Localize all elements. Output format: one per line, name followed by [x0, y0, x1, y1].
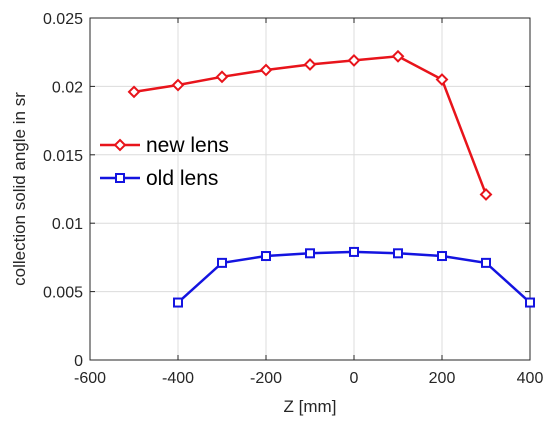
- legend-marker-old-lens: [115, 173, 125, 183]
- axes-box: [89, 17, 531, 361]
- new-lens-point: [347, 53, 361, 67]
- x-tick-label: -200: [250, 370, 282, 387]
- new-lens-point: [391, 49, 405, 63]
- new-lens-point: [127, 85, 141, 99]
- x-tick-label: -600: [74, 370, 106, 387]
- x-axis-label: Z [mm]: [284, 397, 337, 416]
- new-lens-point: [303, 58, 317, 71]
- old-lens-point: [305, 248, 315, 259]
- old-lens-point: [481, 257, 491, 268]
- legend-label-old-lens: old lens: [146, 167, 218, 190]
- y-tick-label: 0.005: [43, 285, 83, 302]
- legend-marker-new-lens: [113, 138, 127, 152]
- y-tick-label: 0.01: [52, 216, 83, 233]
- new-lens-point: [259, 63, 273, 77]
- series-group: [127, 49, 535, 308]
- legend: new lens old lens: [100, 134, 229, 190]
- x-tick-label: 400: [517, 370, 544, 387]
- y-tick-label: 0: [74, 353, 83, 370]
- new-lens-point: [479, 188, 493, 201]
- old-lens-point: [217, 257, 227, 268]
- y-tick-label: 0.015: [43, 148, 83, 165]
- y-tick-labels: 0 0.005 0.01 0.015 0.02 0.025: [43, 11, 83, 370]
- x-tick-labels: -600 -400 -200 0 200 400: [74, 370, 543, 387]
- old-lens-point: [525, 297, 535, 308]
- new-lens-point: [215, 70, 229, 84]
- axes: [89, 17, 531, 361]
- old-lens-point: [261, 251, 271, 262]
- new-lens-point: [171, 78, 185, 92]
- old-lens-point: [349, 246, 359, 257]
- y-axis-label: collection solid angle in sr: [10, 92, 29, 286]
- old-lens-point: [393, 248, 403, 259]
- old-lens-point: [437, 251, 447, 262]
- y-tick-label: 0.02: [52, 79, 83, 96]
- plot-area: [90, 18, 530, 360]
- old-lens-point: [173, 297, 183, 308]
- x-tick-label: 0: [350, 370, 359, 387]
- new-lens-point: [435, 73, 449, 86]
- legend-label-new-lens: new lens: [146, 134, 229, 157]
- x-tick-label: 200: [429, 370, 456, 387]
- y-tick-label: 0.025: [43, 11, 83, 28]
- x-tick-label: -400: [162, 370, 194, 387]
